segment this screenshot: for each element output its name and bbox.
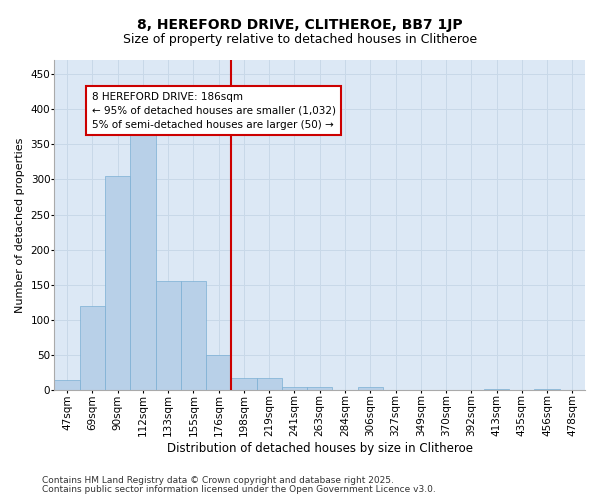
Bar [155,282,181,390]
Y-axis label: Number of detached properties: Number of detached properties [15,138,25,313]
Bar [307,386,332,390]
Text: 8, HEREFORD DRIVE, CLITHEROE, BB7 1JP: 8, HEREFORD DRIVE, CLITHEROE, BB7 1JP [137,18,463,32]
Bar [257,378,282,390]
Text: 8 HEREFORD DRIVE: 186sqm
← 95% of detached houses are smaller (1,032)
5% of semi: 8 HEREFORD DRIVE: 186sqm ← 95% of detach… [92,92,335,130]
X-axis label: Distribution of detached houses by size in Clitheroe: Distribution of detached houses by size … [167,442,473,455]
Bar [206,355,232,390]
Bar [535,388,560,390]
Bar [282,386,307,390]
Bar [232,378,257,390]
Bar [130,134,155,390]
Text: Contains public sector information licensed under the Open Government Licence v3: Contains public sector information licen… [42,485,436,494]
Text: Size of property relative to detached houses in Clitheroe: Size of property relative to detached ho… [123,32,477,46]
Bar [105,176,130,390]
Bar [484,388,509,390]
Bar [80,306,105,390]
Bar [181,282,206,390]
Bar [55,380,80,390]
Text: Contains HM Land Registry data © Crown copyright and database right 2025.: Contains HM Land Registry data © Crown c… [42,476,394,485]
Bar [358,386,383,390]
